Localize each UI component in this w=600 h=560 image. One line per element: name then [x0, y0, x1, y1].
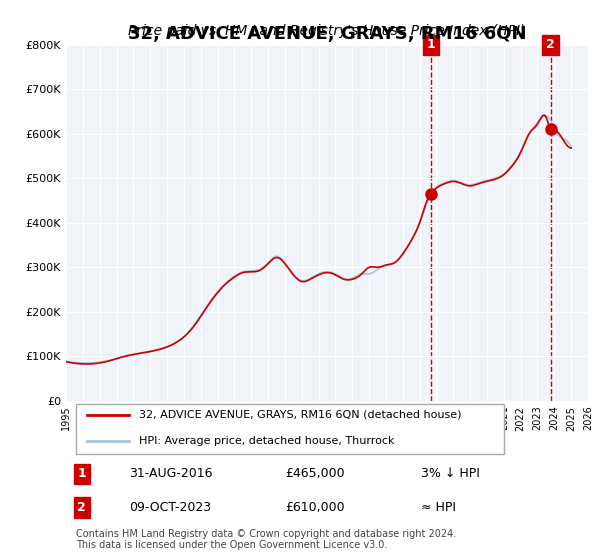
Text: 1: 1	[77, 468, 86, 480]
Text: £465,000: £465,000	[285, 468, 345, 480]
FancyBboxPatch shape	[76, 404, 505, 454]
Text: £610,000: £610,000	[285, 501, 345, 514]
Text: ≈ HPI: ≈ HPI	[421, 501, 456, 514]
Text: HPI: Average price, detached house, Thurrock: HPI: Average price, detached house, Thur…	[139, 436, 395, 446]
Text: 09-OCT-2023: 09-OCT-2023	[128, 501, 211, 514]
Title: 32, ADVICE AVENUE, GRAYS, RM16 6QN: 32, ADVICE AVENUE, GRAYS, RM16 6QN	[128, 25, 526, 43]
Text: 1: 1	[427, 38, 435, 52]
Text: 2: 2	[546, 38, 555, 52]
Text: Price paid vs. HM Land Registry's House Price Index (HPI): Price paid vs. HM Land Registry's House …	[128, 24, 526, 38]
Text: 31-AUG-2016: 31-AUG-2016	[128, 468, 212, 480]
Text: 2: 2	[77, 501, 86, 514]
Text: 3% ↓ HPI: 3% ↓ HPI	[421, 468, 480, 480]
Text: Contains HM Land Registry data © Crown copyright and database right 2024.
This d: Contains HM Land Registry data © Crown c…	[76, 529, 457, 550]
Text: 32, ADVICE AVENUE, GRAYS, RM16 6QN (detached house): 32, ADVICE AVENUE, GRAYS, RM16 6QN (deta…	[139, 410, 461, 420]
